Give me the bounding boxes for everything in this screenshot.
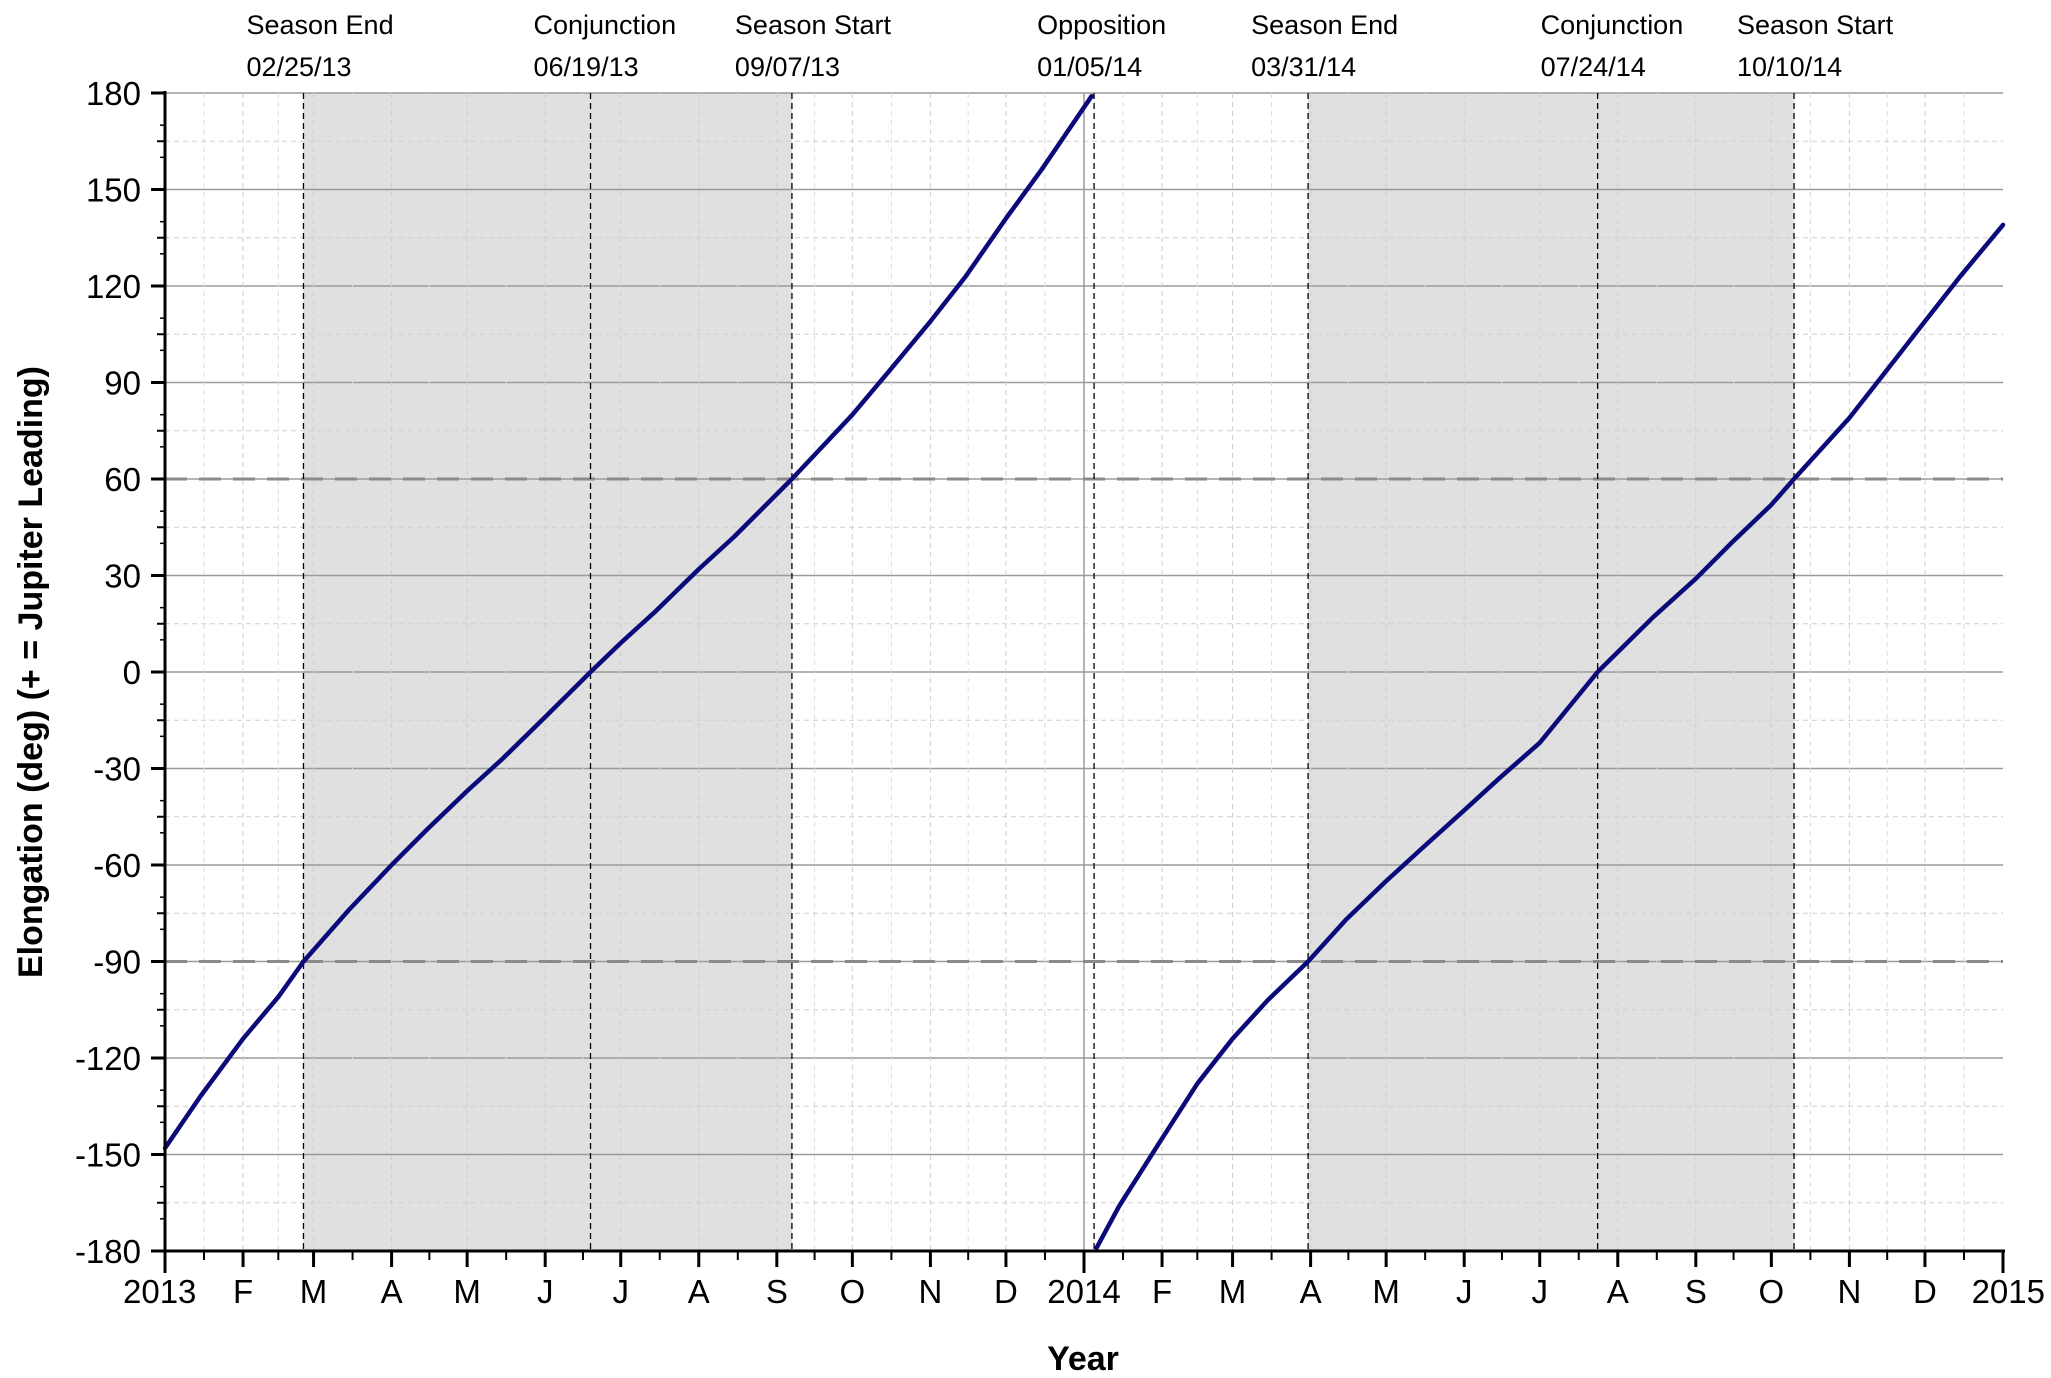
event-name-label: Season End bbox=[1251, 10, 1398, 40]
x-tick-label: N bbox=[1837, 1273, 1861, 1310]
x-tick-label: A bbox=[688, 1273, 710, 1310]
x-tick-label: F bbox=[233, 1273, 253, 1310]
x-tick-label: J bbox=[1456, 1273, 1473, 1310]
y-tick-label: 120 bbox=[86, 268, 141, 305]
event-date-label: 10/10/14 bbox=[1737, 52, 1842, 82]
event-date-label: 09/07/13 bbox=[735, 52, 840, 82]
reference-lines bbox=[165, 477, 2003, 963]
axes bbox=[151, 91, 2005, 1273]
x-tick-label: M bbox=[1219, 1273, 1247, 1310]
event-name-label: Season End bbox=[246, 10, 393, 40]
x-tick-label: A bbox=[1300, 1273, 1322, 1310]
event-date-label: 06/19/13 bbox=[534, 52, 639, 82]
series-line-segment-1 bbox=[1094, 222, 2006, 1251]
event-name-label: Opposition bbox=[1037, 10, 1166, 40]
x-tick-label: A bbox=[381, 1273, 403, 1310]
y-tick-label: -120 bbox=[75, 1040, 141, 1077]
event-date-label: 02/25/13 bbox=[246, 52, 351, 82]
x-tick-label: J bbox=[612, 1273, 629, 1310]
x-tick-label: N bbox=[918, 1273, 942, 1310]
event-markers: Season End 02/25/13 Conjunction 06/19/13 Sea… bbox=[246, 10, 1894, 1251]
x-tick-label: M bbox=[1372, 1273, 1400, 1310]
y-tick-label: -180 bbox=[75, 1233, 141, 1270]
y-tick-label: -30 bbox=[93, 751, 141, 788]
y-tick-label: 60 bbox=[104, 461, 141, 498]
x-tick-label: 2013 bbox=[123, 1273, 196, 1310]
x-tick-label: J bbox=[1531, 1273, 1548, 1310]
event-date-label: 01/05/14 bbox=[1037, 52, 1142, 82]
series-line-segment-0 bbox=[162, 93, 1094, 1151]
x-tick-label: A bbox=[1607, 1273, 1629, 1310]
y-tick-label: 150 bbox=[86, 172, 141, 209]
y-tick-label: 30 bbox=[104, 558, 141, 595]
y-tick-label: 90 bbox=[104, 365, 141, 402]
event-name-label: Conjunction bbox=[1541, 10, 1684, 40]
x-tick-label: D bbox=[1913, 1273, 1937, 1310]
y-tick-label: 180 bbox=[86, 75, 141, 112]
x-tick-label: M bbox=[453, 1273, 481, 1310]
x-tick-label: D bbox=[994, 1273, 1018, 1310]
x-tick-label: 2014 bbox=[1047, 1273, 1120, 1310]
x-tick-label: O bbox=[1759, 1273, 1785, 1310]
y-tick-label: -150 bbox=[75, 1137, 141, 1174]
axis-tick-labels: 1801501209060300-30-60-90-120-150-180201… bbox=[75, 75, 2045, 1310]
y-tick-label: 0 bbox=[123, 654, 141, 691]
event-date-label: 07/24/14 bbox=[1541, 52, 1646, 82]
x-tick-label: M bbox=[300, 1273, 328, 1310]
event-date-label: 03/31/14 bbox=[1251, 52, 1356, 82]
y-axis-title: Elongation (deg) (+ = Jupiter Leading) bbox=[12, 366, 50, 978]
y-tick-label: -60 bbox=[93, 847, 141, 884]
event-name-label: Season Start bbox=[735, 10, 892, 40]
event-name-label: Season Start bbox=[1737, 10, 1894, 40]
x-tick-label: S bbox=[766, 1273, 788, 1310]
x-tick-label: F bbox=[1152, 1273, 1172, 1310]
x-tick-label: J bbox=[537, 1273, 554, 1310]
y-tick-label: -90 bbox=[93, 944, 141, 981]
x-axis-title: Year bbox=[1047, 1340, 1119, 1378]
x-tick-label: S bbox=[1685, 1273, 1707, 1310]
x-tick-label: O bbox=[840, 1273, 866, 1310]
series-elongation bbox=[162, 93, 2006, 1251]
x-tick-label: 2015 bbox=[1972, 1273, 2045, 1310]
event-name-label: Conjunction bbox=[534, 10, 677, 40]
